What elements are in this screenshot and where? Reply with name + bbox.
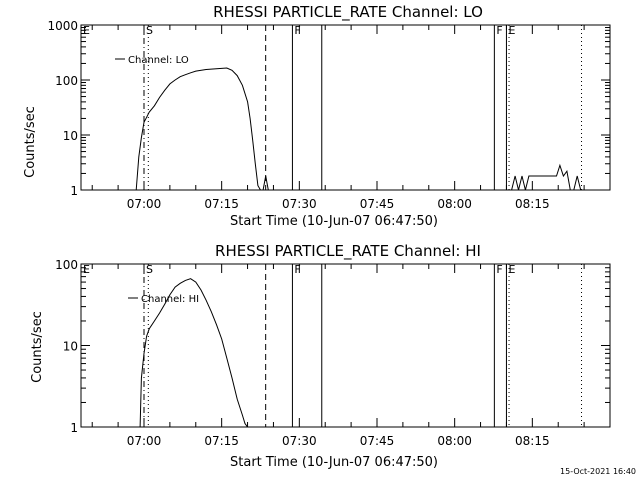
lo-late-counts-line [511,163,582,191]
hi-y-axis-label: Counts/sec [30,311,45,383]
lo-x-tick-label: 08:00 [437,197,472,211]
lo-y-tick-label: 1000 [47,19,78,33]
hi-y-tick-label: 1 [70,421,78,435]
lo-x-tick-label: 07:45 [360,197,395,211]
lo-series-line [135,67,271,191]
hi-series-line [139,278,248,428]
hi-channel-panel: RHESSI PARTICLE_RATE Channel: HI Start T… [30,242,611,470]
lo-x-axis-label: Start Time (10-Jun-07 06:47:50) [230,214,438,229]
lo-x-tick-label: 07:15 [204,197,239,211]
lo-x-tick-label: 07:00 [127,197,162,211]
lo-y-tick-label: 100 [55,74,78,88]
hi-x-tick-label: 07:30 [282,434,317,448]
lo-event-marker-label: E [508,24,515,37]
hi-x-tick-label: 07:00 [127,434,162,448]
lo-y-tick-label: 1 [70,184,78,198]
lo-channel-panel: RHESSI PARTICLE_RATE Channel: LO Start T… [23,3,611,229]
footer-timestamp: 15-Oct-2021 16:40 [560,467,636,476]
hi-event-marker-label: F [294,263,300,276]
hi-x-tick-label: 08:15 [515,434,550,448]
lo-y-tick-labels: 1 10 100 1000 [47,19,78,198]
lo-event-marker-label: F [294,24,300,37]
hi-x-tick-label: 07:45 [360,434,395,448]
hi-chart-title: RHESSI PARTICLE_RATE Channel: HI [215,242,481,261]
hi-legend-label: Channel: HI [141,294,199,305]
hi-y-tick-labels: 1 10 100 [55,258,78,435]
hi-x-tick-labels: 07:00 07:15 07:30 07:45 08:00 08:15 [127,434,550,448]
lo-x-tick-label: 07:30 [282,197,317,211]
hi-event-marker-label: F [496,263,502,276]
hi-event-marker-label: S [146,263,153,276]
lo-event-marker-label: E [83,24,90,37]
lo-y-axis-label: Counts/sec [23,106,38,178]
hi-x-tick-label: 07:15 [204,434,239,448]
hi-event-marker-label: E [83,263,90,276]
lo-x-tick-label: 08:15 [515,197,550,211]
lo-y-tick-label: 10 [63,129,78,143]
lo-legend-label: Channel: LO [128,55,189,66]
lo-chart-title: RHESSI PARTICLE_RATE Channel: LO [213,3,483,22]
hi-x-axis-label: Start Time (10-Jun-07 06:47:50) [230,455,438,470]
hi-y-tick-label: 10 [63,340,78,354]
hi-event-marker-label: E [508,263,515,276]
hi-y-tick-label: 100 [55,258,78,272]
lo-event-marker-label: F [496,24,502,37]
hi-x-tick-label: 08:00 [437,434,472,448]
lo-x-tick-labels: 07:00 07:15 07:30 07:45 08:00 08:15 [127,197,550,211]
lo-event-marker-label: S [146,24,153,37]
